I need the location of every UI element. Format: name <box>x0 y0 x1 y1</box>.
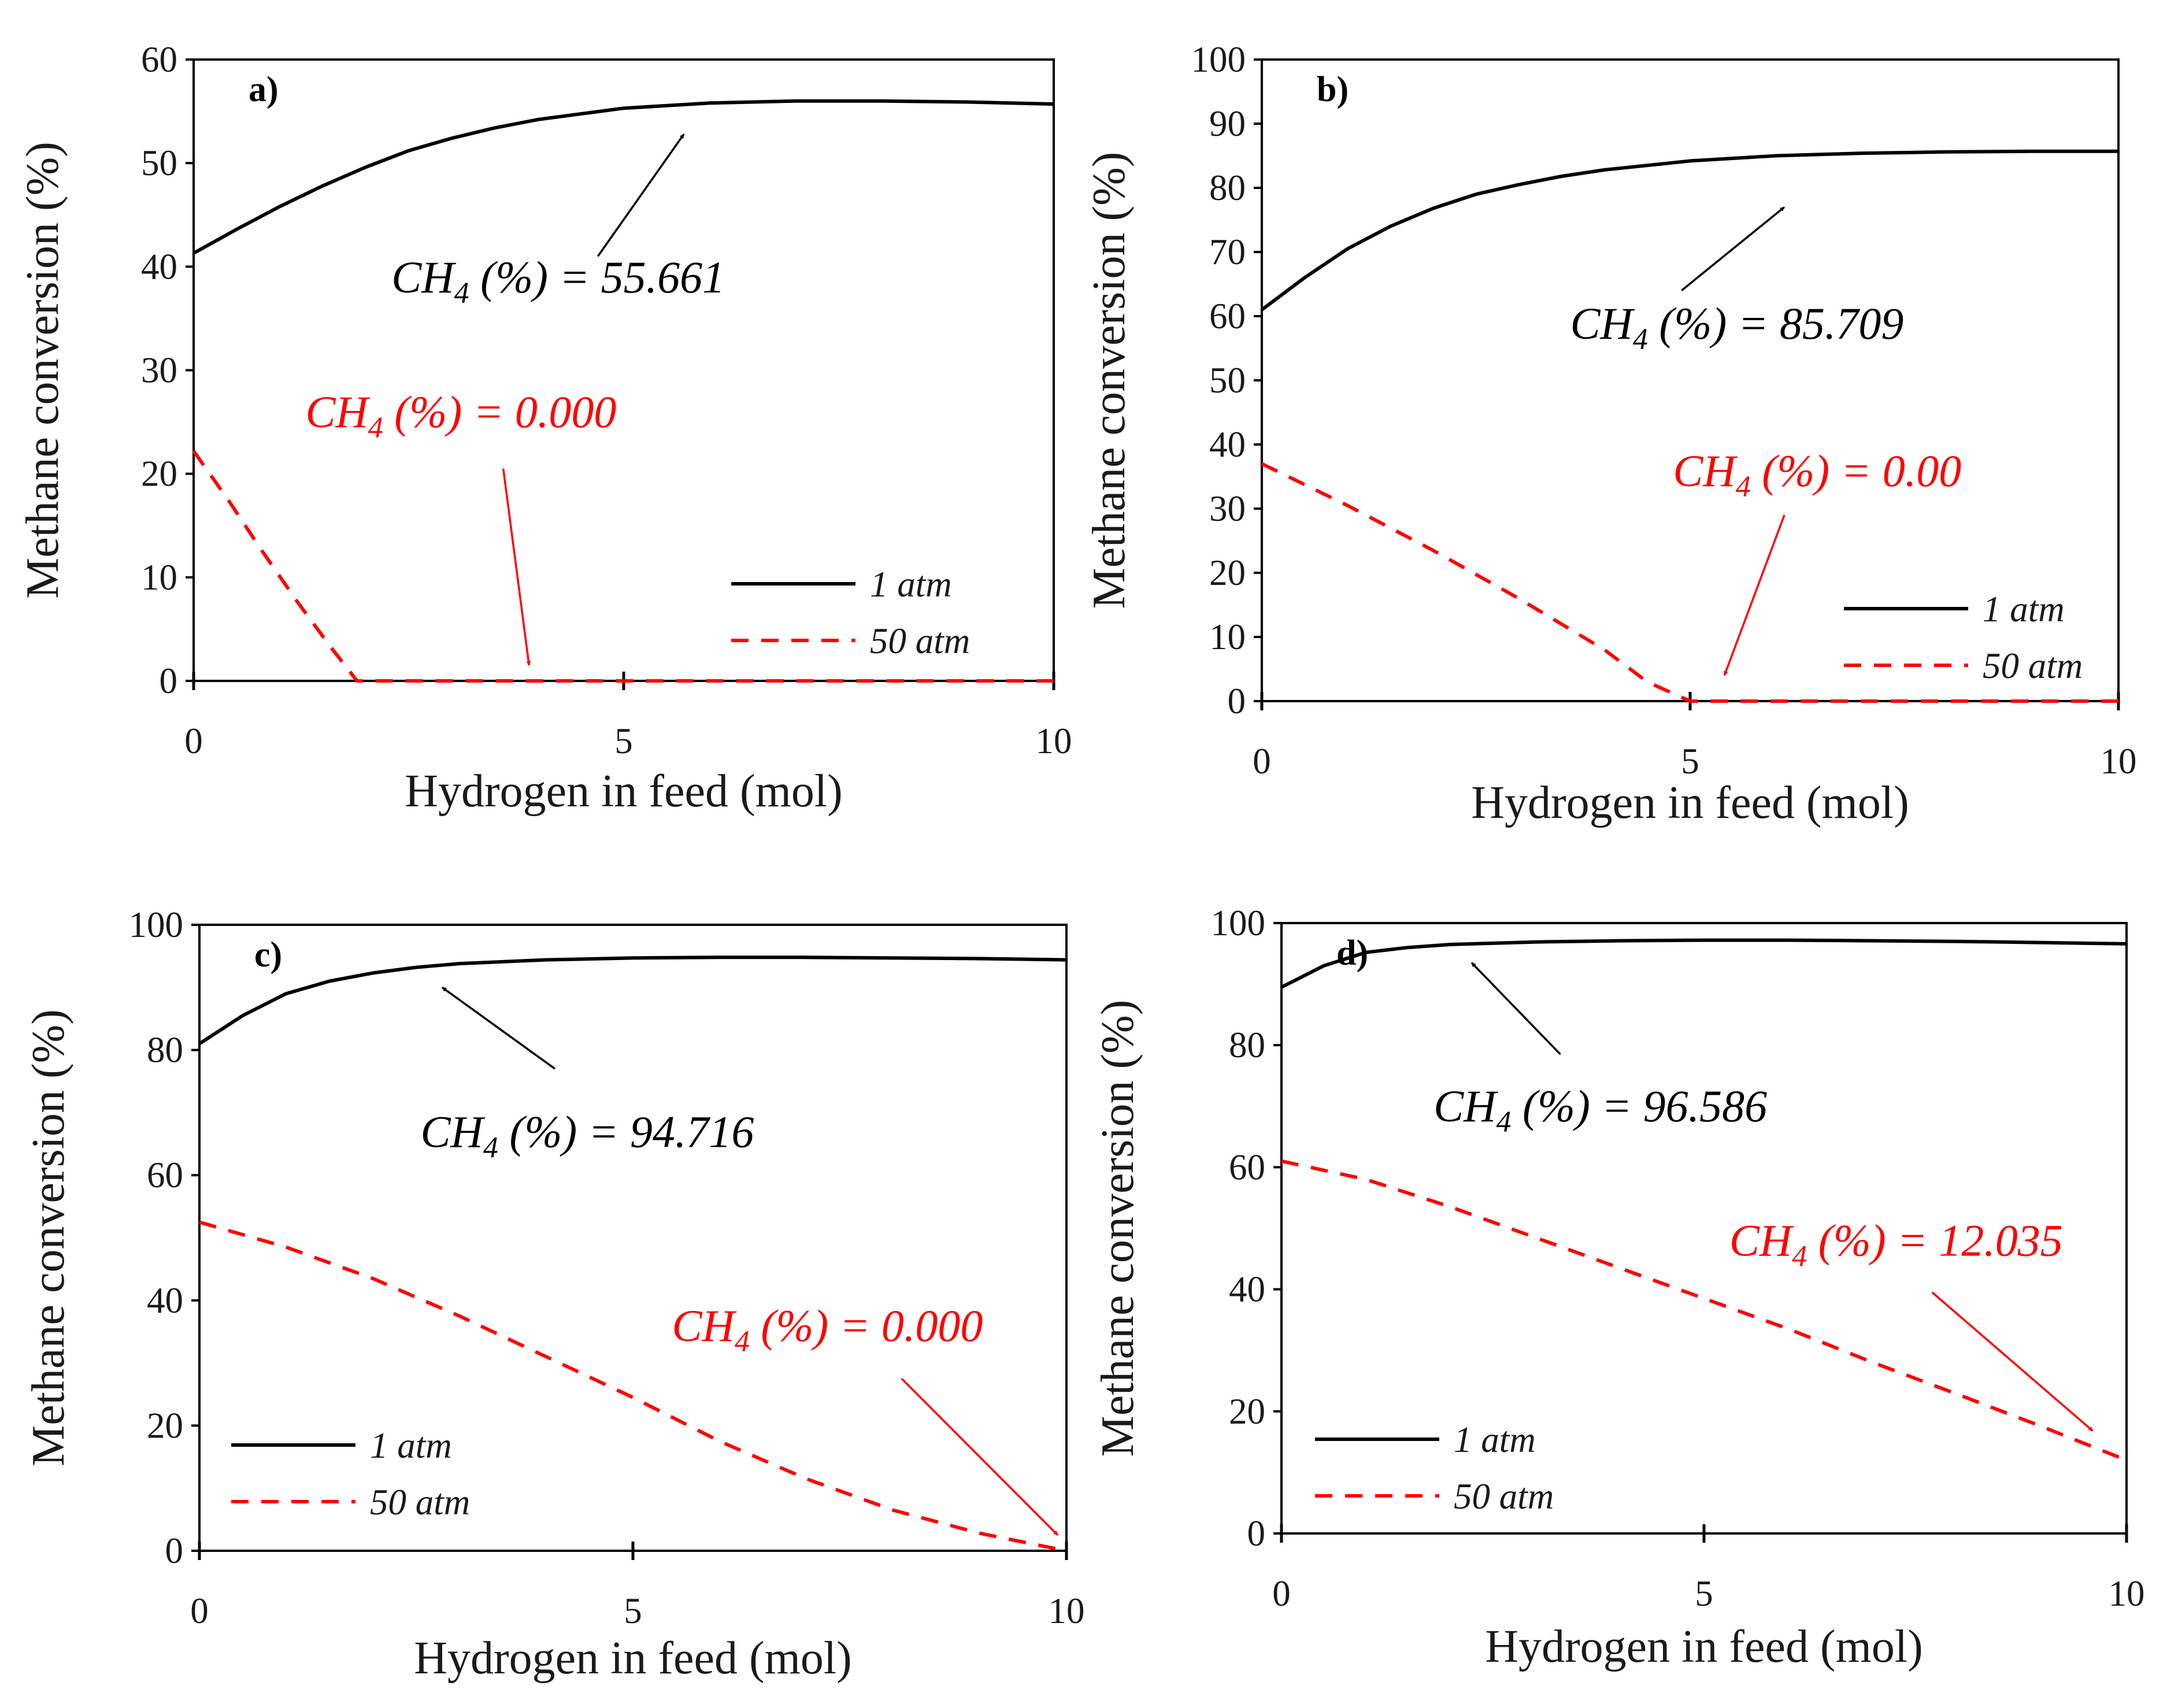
x-tick-label: 0 <box>184 721 203 761</box>
x-tick-label: 5 <box>624 1591 642 1631</box>
x-tick-label: 5 <box>1681 741 1699 781</box>
annotation-arrow <box>1723 514 1786 676</box>
x-axis-title: Hydrogen in feed (mol) <box>405 766 843 817</box>
annotation-arrow <box>502 468 531 666</box>
y-tick-label: 20 <box>1229 1391 1265 1432</box>
panel-label: b) <box>1317 70 1349 109</box>
annotation-arrow <box>597 133 685 257</box>
x-tick-label: 0 <box>190 1591 209 1631</box>
plot-area-border <box>198 924 1068 1552</box>
series-line-50-atm <box>199 1220 1067 1553</box>
annotation-arrow <box>1681 206 1786 291</box>
legend-label: 1 atm <box>870 564 952 605</box>
x-tick-label: 5 <box>1695 1573 1713 1614</box>
x-tick-label: 10 <box>2109 1573 2145 1614</box>
y-tick-label: 20 <box>1209 553 1246 593</box>
x-tick-label: 5 <box>614 721 633 761</box>
series-line-50-atm <box>192 450 1054 683</box>
y-axis-title: Methane conversion (%) <box>1084 152 1135 609</box>
annotation-label: CH4 (%) = 85.709 <box>1570 298 1904 356</box>
y-tick-label: 60 <box>1209 296 1246 336</box>
legend: 1 atm 50 atm <box>1844 589 2083 686</box>
y-tick-label: 100 <box>1211 903 1266 943</box>
legend-label: 50 atm <box>370 1482 470 1522</box>
y-tick-label: 0 <box>1247 1513 1266 1554</box>
x-tick-label: 0 <box>1253 741 1271 781</box>
x-axis-title: Hydrogen in feed (mol) <box>414 1633 852 1684</box>
annotation-label: CH4 (%) = 0.000 <box>305 387 616 444</box>
x-tick-label: 10 <box>1036 721 1072 761</box>
legend: 1 atm 50 atm <box>231 1425 470 1522</box>
annotation-label: CH4 (%) = 0.00 <box>1673 446 1961 503</box>
y-tick-label: 10 <box>1209 617 1246 657</box>
y-tick-label: 30 <box>141 350 177 391</box>
x-tick-label: 10 <box>2101 741 2137 781</box>
y-axis-title: Methane conversion (%) <box>17 142 68 599</box>
y-axis-title: Methane conversion (%) <box>23 1009 74 1466</box>
y-tick-label: 50 <box>141 143 177 183</box>
y-tick-label: 40 <box>141 246 177 287</box>
y-tick-label: 0 <box>1228 681 1246 721</box>
legend-label: 1 atm <box>1983 589 2065 629</box>
annotation-arrow <box>1470 962 1561 1055</box>
x-axis-title: Hydrogen in feed (mol) <box>1485 1621 1923 1672</box>
legend-label: 1 atm <box>370 1425 452 1466</box>
legend-label: 50 atm <box>1454 1476 1554 1517</box>
series-line-1-atm <box>1280 938 2127 989</box>
y-tick-label: 60 <box>1229 1147 1265 1187</box>
chart-panel-d: 0 20 40 60 80 100 0 5 10 Hydrogen in feed (mol) Me… <box>1092 903 2145 1672</box>
y-tick-label: 90 <box>1209 103 1246 144</box>
annotation-arrow <box>1931 1291 2094 1432</box>
y-tick-label: 70 <box>1209 232 1246 272</box>
y-tick-label: 50 <box>1209 360 1246 401</box>
y-axis-title: Methane conversion (%) <box>1092 1000 1143 1457</box>
chart-panel-a: 0 10 20 30 40 50 60 0 5 10 Hydrogen in feed (mol) M… <box>17 39 1072 817</box>
annotation-label: CH4 (%) = 12.035 <box>1729 1216 2063 1273</box>
y-tick-label: 20 <box>147 1405 183 1446</box>
x-tick-label: 10 <box>1049 1591 1085 1631</box>
series-line-50-atm <box>1261 462 2118 703</box>
chart-panel-b: 0 10 20 30 40 50 60 70 80 90 100 0 5 10 Hydrogen in fe… <box>1084 39 2137 828</box>
y-tick-label: 40 <box>1209 424 1246 465</box>
legend: 1 atm 50 atm <box>1315 1420 1554 1517</box>
y-tick-label: 10 <box>141 557 177 598</box>
annotation-label: CH4 (%) = 96.586 <box>1433 1081 1767 1139</box>
y-tick-label: 80 <box>147 1030 183 1070</box>
annotation-arrow <box>901 1377 1059 1536</box>
y-tick-label: 60 <box>147 1155 183 1195</box>
y-tick-label: 30 <box>1209 488 1246 529</box>
series-line-1-atm <box>1261 149 2118 312</box>
y-tick-label: 40 <box>1229 1269 1265 1310</box>
panel-label: a) <box>249 70 279 109</box>
legend-label: 50 atm <box>870 621 970 661</box>
y-tick-label: 80 <box>1209 168 1246 208</box>
series-line-1-atm <box>198 955 1067 1046</box>
y-tick-label: 60 <box>141 39 177 80</box>
legend-label: 50 atm <box>1983 646 2083 686</box>
annotation-arrow <box>441 986 556 1070</box>
legend: 1 atm 50 atm <box>731 564 970 661</box>
chart-panel-c: 0 20 40 60 80 100 0 5 10 Hydrogen in feed (mol) Me… <box>23 905 1085 1684</box>
x-tick-label: 0 <box>1272 1573 1291 1614</box>
legend-label: 1 atm <box>1454 1420 1536 1460</box>
x-axis-title: Hydrogen in feed (mol) <box>1471 777 1909 828</box>
y-tick-label: 20 <box>141 454 177 494</box>
series-line-50-atm <box>1281 1159 2128 1462</box>
y-tick-label: 100 <box>1191 39 1246 80</box>
y-tick-label: 0 <box>160 661 178 701</box>
y-tick-label: 40 <box>147 1280 183 1321</box>
annotation-label: CH4 (%) = 0.000 <box>672 1301 983 1358</box>
series-line-1-atm <box>192 99 1054 255</box>
y-tick-label: 100 <box>129 905 184 945</box>
y-tick-label: 0 <box>165 1531 184 1571</box>
annotation-label: CH4 (%) = 94.716 <box>421 1106 754 1164</box>
y-tick-label: 80 <box>1229 1025 1265 1065</box>
annotation-label: CH4 (%) = 55.661 <box>391 252 725 310</box>
panel-label: c) <box>254 935 282 975</box>
